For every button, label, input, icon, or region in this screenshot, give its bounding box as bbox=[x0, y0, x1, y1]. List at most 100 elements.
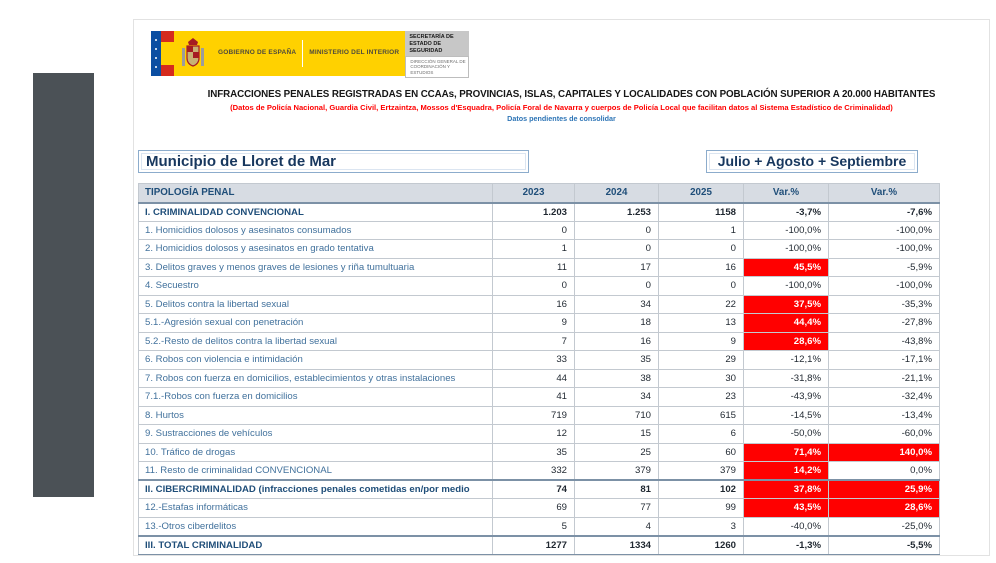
value-var1: 44,4% bbox=[743, 313, 829, 333]
period-selector[interactable]: Julio + Agosto + Septiembre bbox=[706, 150, 918, 173]
value-2023: 16 bbox=[492, 294, 575, 314]
table-row: 5.1.-Agresión sexual con penetración 9 1… bbox=[138, 313, 940, 333]
row-label: 13.-Otros ciberdelitos bbox=[138, 516, 493, 536]
value-2023: 0 bbox=[492, 220, 575, 240]
row-label: 11. Resto de criminalidad CONVENCIONAL bbox=[138, 461, 493, 481]
value-2025: 60 bbox=[658, 442, 744, 462]
value-2025: 1158 bbox=[658, 201, 744, 222]
value-2025: 379 bbox=[658, 461, 744, 481]
value-2023: 1 bbox=[492, 239, 575, 259]
coat-of-arms-icon bbox=[174, 31, 212, 76]
value-2023: 1.203 bbox=[492, 201, 575, 222]
value-2024: 16 bbox=[574, 331, 659, 351]
value-2025: 22 bbox=[658, 294, 744, 314]
left-dark-panel bbox=[33, 73, 94, 497]
gobierno-espana-logo: GOBIERNO DE ESPAÑA MINISTERIO DEL INTERI… bbox=[151, 31, 470, 79]
crime-table-body: I. CRIMINALIDAD CONVENCIONAL 1.203 1.253… bbox=[138, 201, 940, 555]
value-2023: 74 bbox=[492, 479, 575, 499]
value-2024: 18 bbox=[574, 313, 659, 333]
table-row: 5.2.-Resto de delitos contra la libertad… bbox=[138, 331, 940, 351]
table-row: 1. Homicidios dolosos y asesinatos consu… bbox=[138, 220, 940, 240]
value-2025: 0 bbox=[658, 239, 744, 259]
value-var1: -43,9% bbox=[743, 387, 829, 407]
value-2024: 15 bbox=[574, 424, 659, 444]
value-2024: 1.253 bbox=[574, 201, 659, 222]
value-2023: 33 bbox=[492, 350, 575, 370]
value-var2: 28,6% bbox=[828, 498, 940, 518]
table-row: III. TOTAL CRIMINALIDAD 1277 1334 1260 -… bbox=[138, 534, 940, 555]
value-2023: 44 bbox=[492, 368, 575, 388]
value-var2: -13,4% bbox=[828, 405, 940, 425]
value-2024: 34 bbox=[574, 294, 659, 314]
value-var1: -1,3% bbox=[743, 534, 829, 555]
row-label: 4. Secuestro bbox=[138, 276, 493, 296]
value-var1: -12,1% bbox=[743, 350, 829, 370]
value-var2: 25,9% bbox=[828, 479, 940, 499]
row-label: 6. Robos con violencia e intimidación bbox=[138, 350, 493, 370]
value-var1: 14,2% bbox=[743, 461, 829, 481]
table-row: 9. Sustracciones de vehículos 12 15 6 -5… bbox=[138, 424, 940, 444]
value-var1: -31,8% bbox=[743, 368, 829, 388]
row-label: 9. Sustracciones de vehículos bbox=[138, 424, 493, 444]
value-2024: 77 bbox=[574, 498, 659, 518]
row-label: 3. Delitos graves y menos graves de lesi… bbox=[138, 257, 493, 277]
table-row: 8. Hurtos 719 710 615 -14,5% -13,4% bbox=[138, 405, 940, 425]
value-var2: -21,1% bbox=[828, 368, 940, 388]
row-label: 5. Delitos contra la libertad sexual bbox=[138, 294, 493, 314]
value-2023: 9 bbox=[492, 313, 575, 333]
value-2024: 17 bbox=[574, 257, 659, 277]
value-2024: 0 bbox=[574, 239, 659, 259]
secretaria-label: SECRETARÍA DE ESTADO DE SEGURIDAD bbox=[405, 31, 470, 56]
value-2023: 7 bbox=[492, 331, 575, 351]
spain-eu-flag-icon bbox=[151, 31, 174, 76]
value-2025: 13 bbox=[658, 313, 744, 333]
table-row: 3. Delitos graves y menos graves de lesi… bbox=[138, 257, 940, 277]
column-header-var2: Var.% bbox=[828, 183, 940, 203]
value-var1: -100,0% bbox=[743, 276, 829, 296]
value-var1: 37,5% bbox=[743, 294, 829, 314]
table-row: 6. Robos con violencia e intimidación 33… bbox=[138, 350, 940, 370]
value-2025: 16 bbox=[658, 257, 744, 277]
table-row: 12.-Estafas informáticas 69 77 99 43,5% … bbox=[138, 498, 940, 518]
municipality-selector[interactable]: Municipio de Lloret de Mar bbox=[138, 150, 529, 173]
row-label: 8. Hurtos bbox=[138, 405, 493, 425]
value-2024: 0 bbox=[574, 220, 659, 240]
value-2024: 4 bbox=[574, 516, 659, 536]
value-2025: 1260 bbox=[658, 534, 744, 555]
value-2023: 41 bbox=[492, 387, 575, 407]
value-var2: -60,0% bbox=[828, 424, 940, 444]
value-var2: -7,6% bbox=[828, 201, 940, 222]
value-var1: 71,4% bbox=[743, 442, 829, 462]
column-header-var1: Var.% bbox=[743, 183, 829, 203]
value-2025: 615 bbox=[658, 405, 744, 425]
value-2024: 38 bbox=[574, 368, 659, 388]
row-label: 1. Homicidios dolosos y asesinatos consu… bbox=[138, 220, 493, 240]
row-label: 12.-Estafas informáticas bbox=[138, 498, 493, 518]
value-2023: 719 bbox=[492, 405, 575, 425]
value-var2: -100,0% bbox=[828, 239, 940, 259]
value-2023: 11 bbox=[492, 257, 575, 277]
column-header-2024: 2024 bbox=[574, 183, 659, 203]
row-label: 7.1.-Robos con fuerza en domicilios bbox=[138, 387, 493, 407]
ministerio-label: MINISTERIO DEL INTERIOR bbox=[309, 49, 400, 57]
value-var2: -35,3% bbox=[828, 294, 940, 314]
report-title: INFRACCIONES PENALES REGISTRADAS EN CCAA… bbox=[207, 89, 936, 100]
value-2024: 1334 bbox=[574, 534, 659, 555]
value-var1: -40,0% bbox=[743, 516, 829, 536]
row-label: 10. Tráfico de drogas bbox=[138, 442, 493, 462]
table-row: 10. Tráfico de drogas 35 25 60 71,4% 140… bbox=[138, 442, 940, 462]
value-2025: 0 bbox=[658, 276, 744, 296]
value-2025: 102 bbox=[658, 479, 744, 499]
table-row: 4. Secuestro 0 0 0 -100,0% -100,0% bbox=[138, 276, 940, 296]
value-var2: -100,0% bbox=[828, 220, 940, 240]
report-note: Datos pendientes de consolidar bbox=[507, 114, 616, 123]
value-var1: -14,5% bbox=[743, 405, 829, 425]
value-var1: 43,5% bbox=[743, 498, 829, 518]
table-row: 11. Resto de criminalidad CONVENCIONAL 3… bbox=[138, 461, 940, 481]
value-2023: 5 bbox=[492, 516, 575, 536]
row-label: 7. Robos con fuerza en domicilios, estab… bbox=[138, 368, 493, 388]
table-row: 7. Robos con fuerza en domicilios, estab… bbox=[138, 368, 940, 388]
value-var2: 0,0% bbox=[828, 461, 940, 481]
value-2025: 9 bbox=[658, 331, 744, 351]
value-2025: 1 bbox=[658, 220, 744, 240]
